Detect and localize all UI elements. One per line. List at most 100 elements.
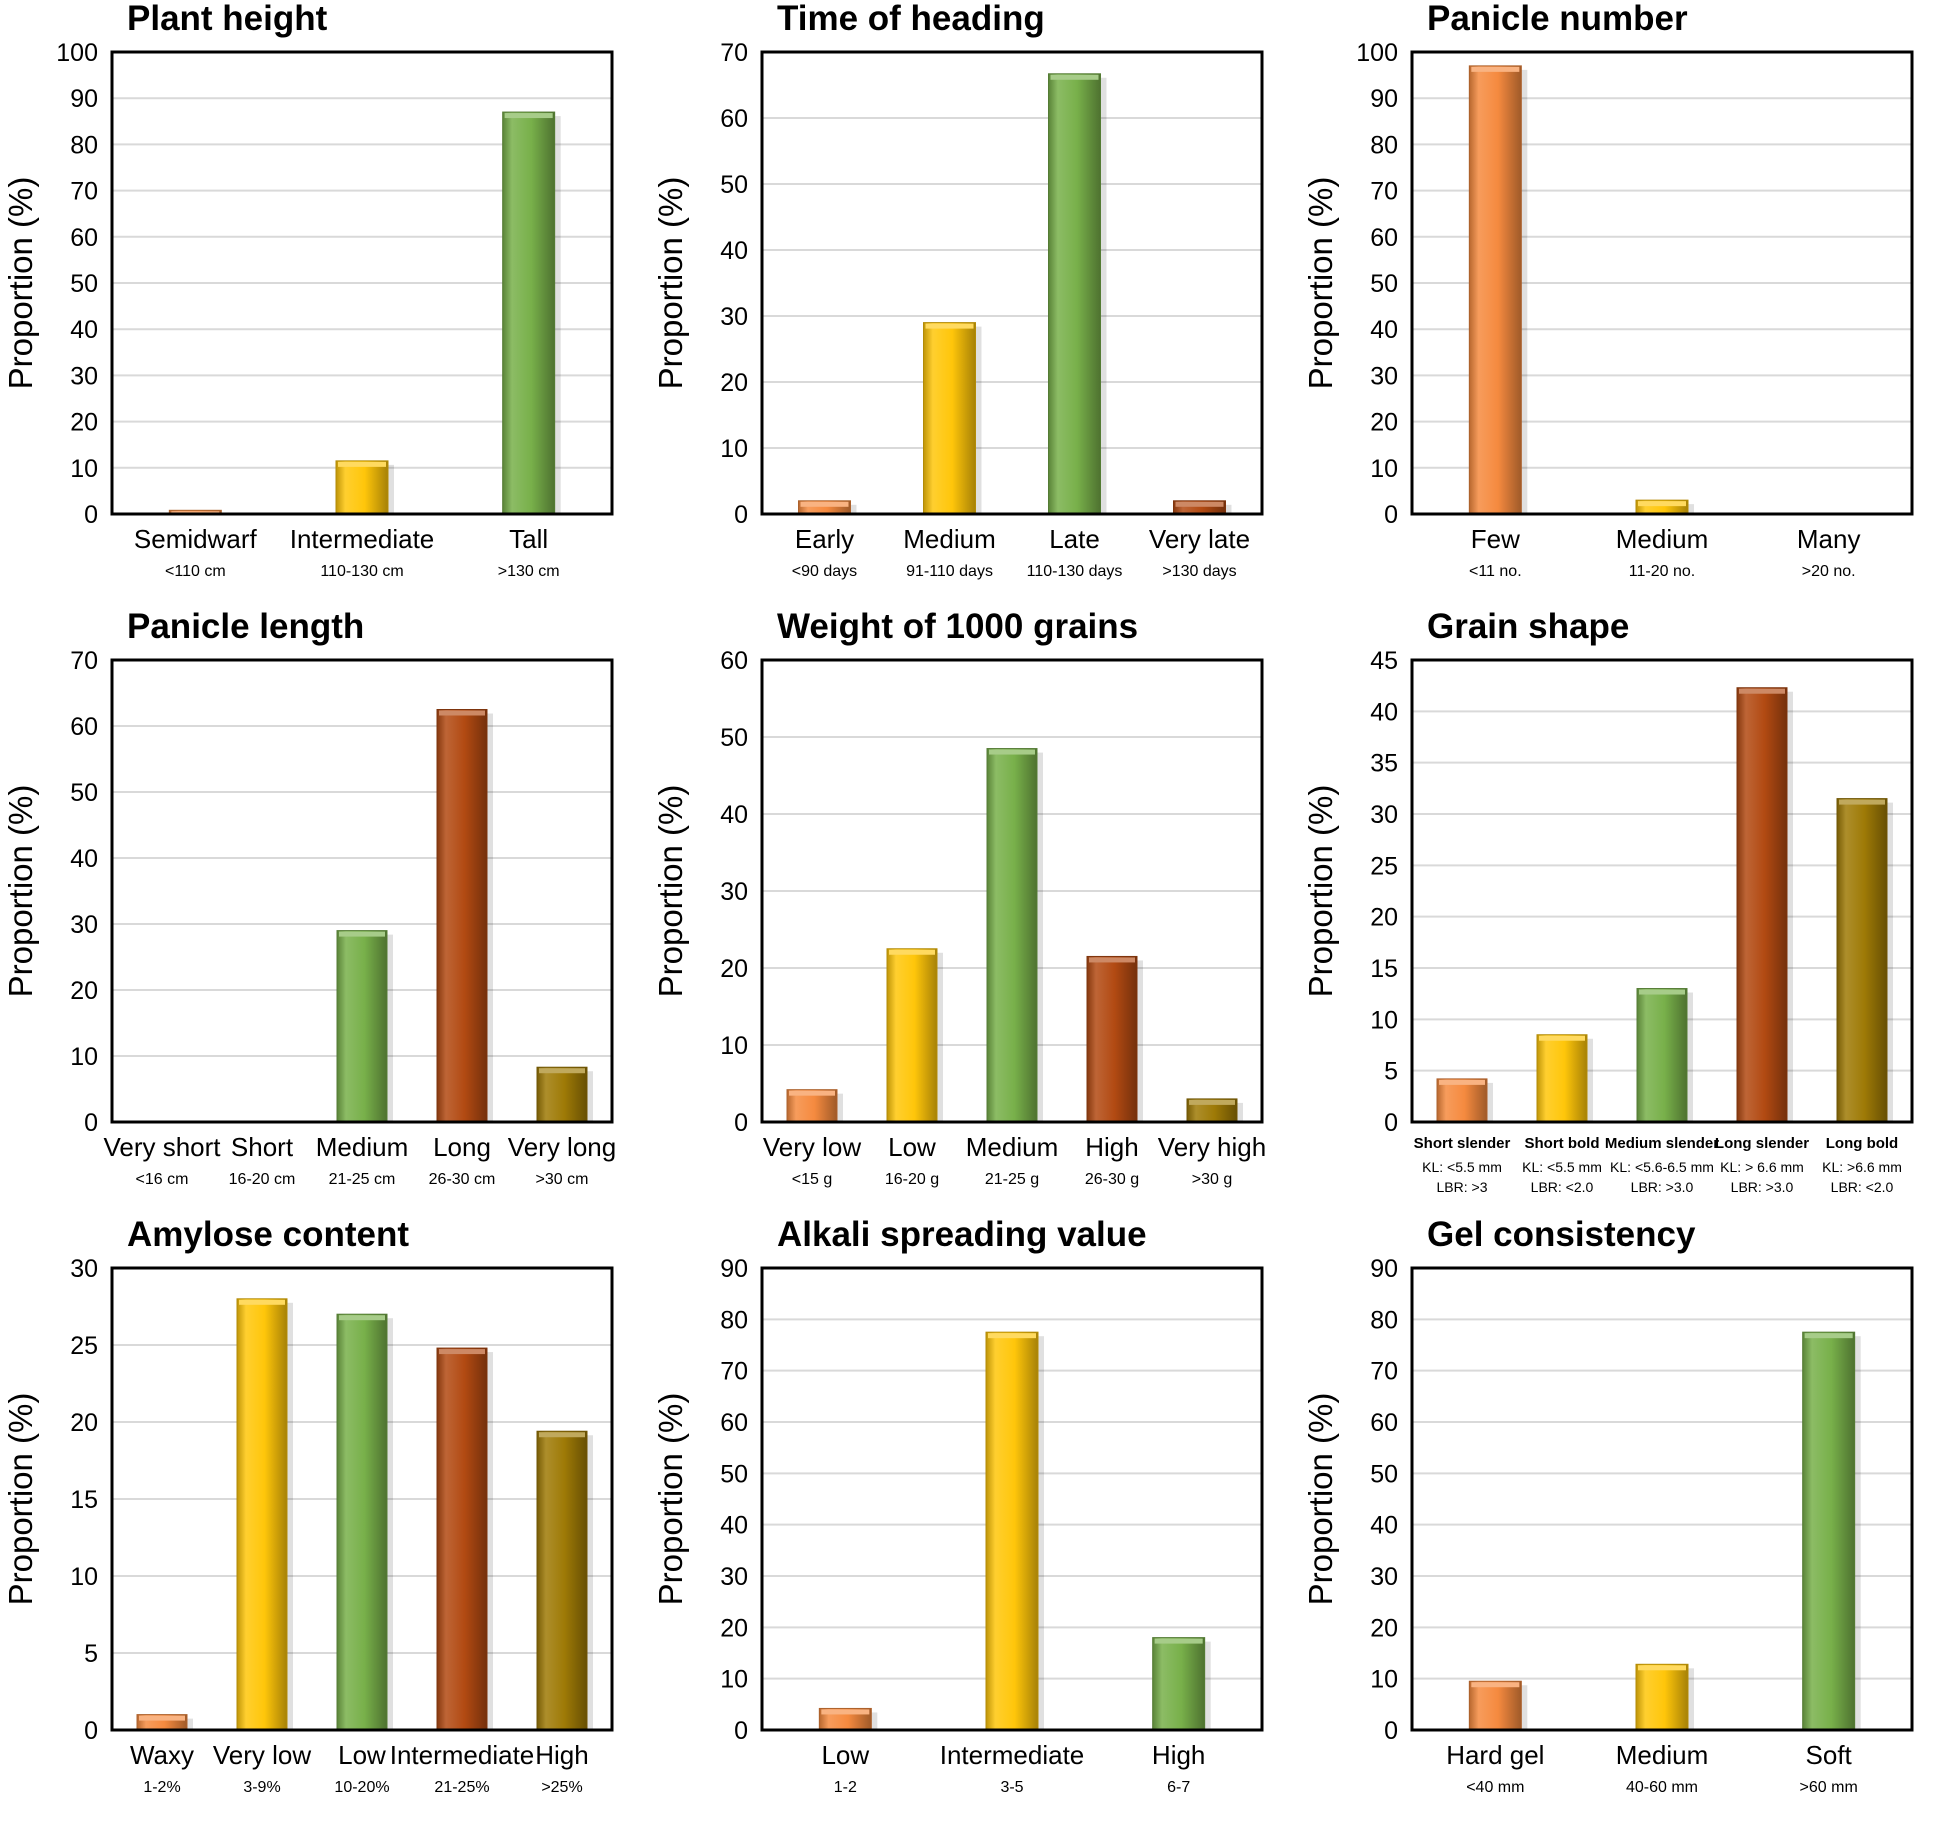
x-sublabel: >30 cm xyxy=(536,1171,589,1188)
bar xyxy=(336,1313,388,1731)
y-tick-label: 60 xyxy=(720,647,748,675)
y-tick-label: 100 xyxy=(1356,39,1398,67)
y-tick-label: 60 xyxy=(70,713,98,741)
x-category-label: Short slender xyxy=(1414,1135,1511,1152)
x-sublabel: 110-130 days xyxy=(1027,563,1123,580)
bar xyxy=(1736,687,1788,1123)
chart-svg: Gel consistency Proportion (%) 0 10 20 30 40 50… xyxy=(1302,1216,1914,1796)
x-category-label: Medium slender xyxy=(1605,1135,1719,1152)
y-tick-label: 60 xyxy=(720,1409,748,1437)
y-tick-label: 70 xyxy=(70,178,98,206)
x-category-label: High xyxy=(1152,1740,1205,1770)
y-tick-label: 30 xyxy=(70,1255,98,1283)
bar xyxy=(1636,988,1688,1123)
x-sublabel: 110-130 cm xyxy=(320,563,403,580)
chart-svg: Panicle number Proportion (%) 0 10 20 30 40 50 6… xyxy=(1302,0,1914,580)
y-tick-label: 10 xyxy=(70,455,98,483)
y-tick-label: 60 xyxy=(720,105,748,133)
x-sublabel-2: LBR: >3.0 xyxy=(1631,1179,1694,1195)
y-tick-label: 20 xyxy=(70,977,98,1005)
y-tick-label: 10 xyxy=(720,435,748,463)
y-tick-label: 10 xyxy=(1370,1006,1398,1034)
plot-frame xyxy=(760,50,1264,516)
x-sublabel: >20 no. xyxy=(1802,563,1856,580)
bar-cap xyxy=(1739,688,1785,694)
x-category-label: Early xyxy=(795,524,854,554)
x-sublabel: <16 cm xyxy=(136,1171,189,1188)
y-tick-label: 20 xyxy=(70,409,98,437)
bar xyxy=(1635,1663,1689,1731)
x-category-label: Short bold xyxy=(1525,1135,1600,1152)
x-category-label: Low xyxy=(888,1132,936,1162)
x-category-label: Tall xyxy=(509,524,548,554)
x-sublabel: >30 g xyxy=(1192,1171,1232,1188)
bar xyxy=(502,111,556,515)
y-tick-label: 20 xyxy=(720,369,748,397)
plot-frame xyxy=(1410,50,1914,516)
bar-cap xyxy=(338,461,386,467)
x-sublabel: 3-5 xyxy=(1000,1779,1023,1796)
bar-cap xyxy=(1638,1665,1686,1671)
chart-title: Grain shape xyxy=(1427,608,1629,646)
x-category-label: Intermediate xyxy=(940,1740,1085,1770)
plot-frame xyxy=(1410,658,1914,1124)
bar-cap xyxy=(1175,501,1224,507)
y-tick-label: 0 xyxy=(84,501,98,529)
x-category-label: High xyxy=(1085,1132,1138,1162)
y-tick-label: 0 xyxy=(84,1109,98,1137)
y-tick-label: 35 xyxy=(1370,750,1398,778)
y-tick-label: 0 xyxy=(734,1717,748,1745)
x-sublabel: 40-60 mm xyxy=(1626,1779,1698,1796)
y-tick-label: 90 xyxy=(1370,85,1398,113)
chart-panel: Grain shape Proportion (%) 0 5 10 15 20 25 30 35 4… xyxy=(1300,608,1950,1216)
y-tick-label: 25 xyxy=(70,1332,98,1360)
x-sublabel: 11-20 no. xyxy=(1629,563,1695,580)
x-category-label: Long bold xyxy=(1826,1135,1898,1152)
x-sublabel: >25% xyxy=(541,1779,582,1796)
x-sublabel-2: LBR: >3.0 xyxy=(1731,1179,1794,1195)
x-sublabel: <40 mm xyxy=(1466,1779,1524,1796)
y-tick-label: 0 xyxy=(734,501,748,529)
x-sublabel: 6-7 xyxy=(1167,1779,1190,1796)
y-tick-label: 10 xyxy=(1370,455,1398,483)
y-tick-label: 40 xyxy=(1370,1512,1398,1540)
x-category-label: Waxy xyxy=(130,1740,194,1770)
y-tick-label: 0 xyxy=(1384,1109,1398,1137)
bar xyxy=(1048,73,1101,515)
bar xyxy=(1468,65,1522,515)
chart-panel: Alkali spreading value Proportion (%) 0 10 2… xyxy=(650,1216,1300,1824)
bar-cap xyxy=(1154,1638,1203,1644)
y-tick-label: 0 xyxy=(84,1717,98,1745)
x-sublabel: >60 mm xyxy=(1800,1779,1858,1796)
y-tick-label: 70 xyxy=(720,1358,748,1386)
y-tick-label: 10 xyxy=(720,1666,748,1694)
bar-cap xyxy=(821,1709,870,1715)
y-tick-label: 50 xyxy=(1370,270,1398,298)
x-category-label: Short xyxy=(231,1132,294,1162)
x-category-label: Very low xyxy=(213,1740,311,1770)
y-axis-label: Proportion (%) xyxy=(1302,177,1339,390)
bar-cap xyxy=(1050,74,1099,80)
chart-panel: Plant height Proportion (%) 0 10 20 30 40 50 60 7… xyxy=(0,0,650,608)
y-tick-label: 60 xyxy=(70,224,98,252)
x-sublabel-2: LBR: <2.0 xyxy=(1831,1179,1894,1195)
y-tick-label: 70 xyxy=(70,647,98,675)
y-tick-label: 30 xyxy=(1370,801,1398,829)
bar-cap xyxy=(1639,989,1685,995)
chart-title: Plant height xyxy=(127,0,328,38)
x-category-label: Hard gel xyxy=(1446,1740,1544,1770)
chart-svg: Panicle length Proportion (%) 0 10 20 30 40 50 6… xyxy=(2,608,616,1188)
x-category-label: Medium xyxy=(316,1132,408,1162)
bar xyxy=(436,709,488,1123)
x-sublabel: 3-9% xyxy=(243,1779,280,1796)
chart-svg: Time of heading Proportion (%) 0 10 20 30 40 50… xyxy=(652,0,1264,580)
y-tick-label: 20 xyxy=(70,1409,98,1437)
y-axis-label: Proportion (%) xyxy=(2,1393,39,1606)
x-sublabel: 91-110 days xyxy=(906,563,993,580)
bar xyxy=(986,748,1038,1123)
y-tick-label: 30 xyxy=(720,878,748,906)
x-sublabel: 10-20% xyxy=(334,1779,389,1796)
y-tick-label: 80 xyxy=(70,131,98,159)
y-tick-label: 40 xyxy=(70,845,98,873)
